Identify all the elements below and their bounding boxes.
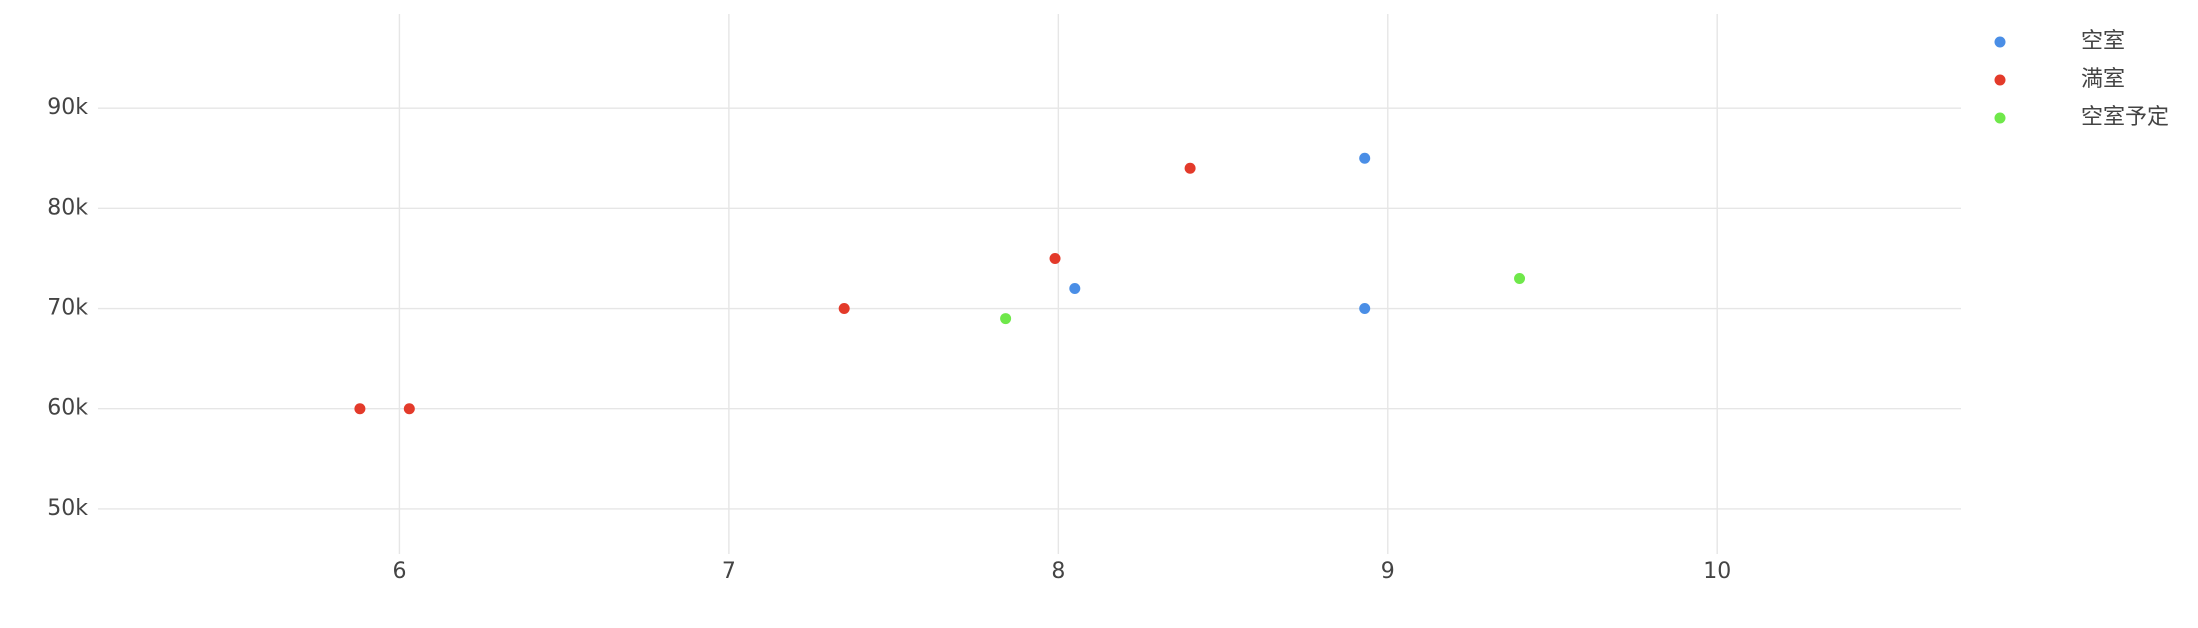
point — [1049, 252, 1061, 264]
legend-marker — [1994, 112, 2006, 124]
point — [1069, 283, 1081, 295]
x-tick-label: 6 — [392, 559, 406, 584]
y-tick-label: 90k — [47, 95, 88, 120]
point — [354, 403, 366, 415]
x-tick-label: 7 — [722, 559, 736, 584]
point — [1359, 303, 1371, 315]
legend-marker — [1994, 36, 2006, 48]
legend-label: 満室 — [2081, 67, 2125, 92]
x-tick-label: 10 — [1703, 559, 1731, 584]
legend-label: 空室 — [2081, 29, 2125, 54]
point — [1359, 152, 1371, 164]
legend-label: 空室予定 — [2081, 105, 2169, 130]
x-tick-label: 8 — [1051, 559, 1065, 584]
y-tick-label: 50k — [47, 496, 88, 521]
point — [1184, 162, 1196, 174]
point — [838, 303, 850, 315]
y-tick-label: 70k — [47, 296, 88, 321]
point — [1514, 272, 1526, 284]
point — [403, 403, 415, 415]
legend-marker — [1994, 74, 2006, 86]
y-tick-label: 60k — [47, 396, 88, 421]
x-tick-label: 9 — [1381, 559, 1395, 584]
point — [1000, 313, 1012, 325]
y-tick-label: 80k — [47, 195, 88, 220]
